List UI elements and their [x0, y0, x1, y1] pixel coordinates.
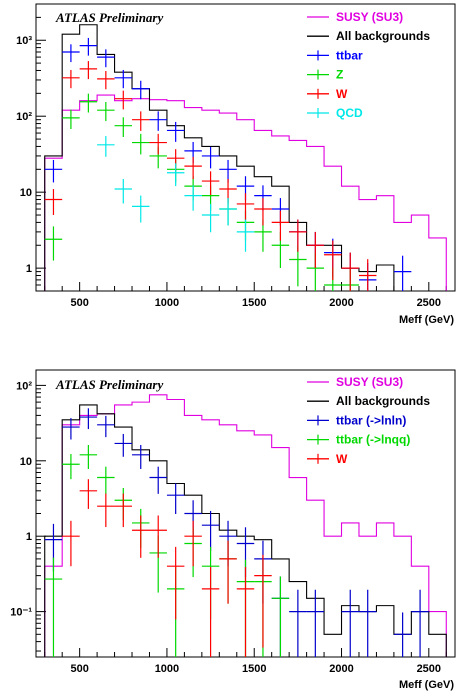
series-ttbar: [44, 37, 412, 291]
x-tick-label: 2500: [417, 297, 441, 309]
atlas-label: ATLAS Preliminary: [55, 10, 163, 25]
legend-label: Z: [336, 68, 343, 82]
y-tick-label: 1: [26, 263, 32, 275]
x-tick-label: 2500: [417, 663, 441, 675]
series-w: [62, 479, 272, 657]
y-tick-label: 10: [20, 187, 32, 199]
chart-panel-1: 500 1000 1500 2000 2500 1 10 10² 10³ ATLAS Prelim…: [16, 3, 456, 326]
legend-label: ttbar: [336, 48, 363, 62]
legend-label: ttbar (->lnqq): [336, 433, 410, 447]
y-tick-label: 10²: [16, 111, 32, 123]
series-susy-su3-: [44, 94, 447, 291]
x-tick-label: 500: [70, 297, 88, 309]
y-tick-label: 10²: [16, 380, 32, 392]
series-w: [44, 61, 377, 291]
x-tick-label: 1000: [155, 297, 179, 309]
chart-panel-2: 500 1000 1500 2000 2500 10⁻¹ 1 10 10² ATLAS Preli…: [10, 369, 456, 691]
step-line: [44, 94, 447, 291]
y-tick-label: 10³: [16, 35, 32, 47]
legend-label: SUSY (SU3): [336, 10, 403, 24]
legend-label: All backgrounds: [336, 29, 430, 43]
atlas-label: ATLAS Preliminary: [55, 377, 163, 392]
legend-label: W: [336, 452, 348, 466]
series-ttbar-lnln-: [44, 408, 429, 657]
legend-label: W: [336, 87, 348, 101]
y-tick-label: 10: [20, 456, 32, 468]
x-tick-label: 1500: [242, 663, 266, 675]
step-line: [44, 24, 447, 292]
x-axis-title: Meff (GeV): [399, 679, 454, 691]
y-tick-label: 1: [26, 531, 32, 543]
legend-label: SUSY (SU3): [336, 375, 403, 389]
x-axis-title: Meff (GeV): [399, 314, 454, 326]
series-all-backgrounds: [44, 24, 447, 292]
x-tick-label: 500: [70, 663, 88, 675]
x-tick-label: 2000: [329, 663, 353, 675]
plot-frame: [35, 3, 456, 292]
x-tick-label: 2000: [329, 297, 353, 309]
legend-label: ttbar (->lnln): [336, 413, 406, 427]
x-tick-label: 1500: [242, 297, 266, 309]
legend-label: All backgrounds: [336, 394, 430, 408]
y-tick-label: 10⁻¹: [10, 607, 32, 619]
series-qcd: [97, 136, 255, 252]
series-z: [44, 93, 359, 291]
legend-label: QCD: [336, 106, 363, 120]
x-tick-label: 1000: [155, 663, 179, 675]
